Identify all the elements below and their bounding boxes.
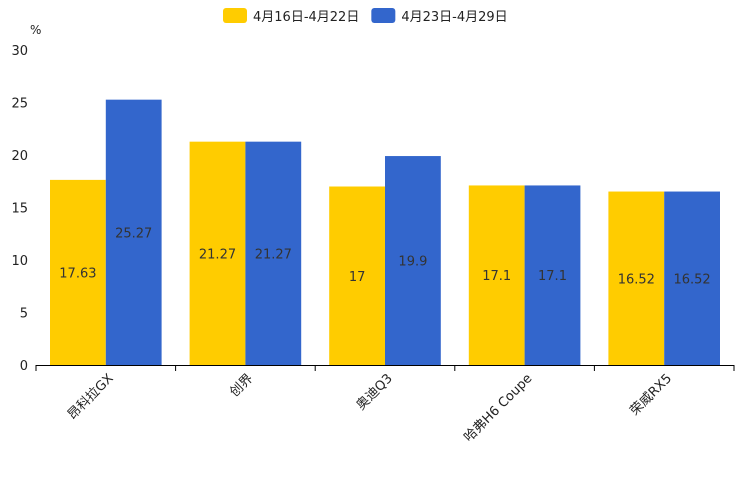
bar [385,156,441,365]
bar [524,185,581,365]
data-label: 21.27 [199,247,236,262]
x-tick-label: 昂科拉GX [65,371,117,423]
bar [468,185,525,365]
y-tick-label: 10 [11,254,28,269]
data-label: 25.27 [115,226,152,241]
data-label: 17.1 [482,269,511,284]
bar [329,186,385,365]
legend-label: 4月16日-4月22日 [253,10,359,25]
x-tick-label: 哈弗H6 Coupe [461,371,535,445]
y-tick-label: 30 [11,44,28,59]
bar [608,191,665,365]
x-tick-label: 创界 [227,371,256,400]
y-tick-label: 0 [20,359,28,374]
y-tick-label: 15 [11,202,28,217]
legend-swatch [371,8,396,23]
bar [189,141,246,365]
bar [664,191,720,365]
y-tick-label: 20 [11,149,28,164]
data-label: 17 [349,270,366,285]
bar [50,179,106,365]
data-label: 17.1 [538,269,567,284]
data-label: 21.27 [255,247,292,262]
data-label: 17.63 [59,266,96,281]
legend-swatch [223,8,247,23]
data-label: 19.9 [398,255,427,270]
data-label: 16.52 [618,272,655,287]
bar [105,99,162,365]
y-tick-label: 5 [20,307,28,322]
legend-label: 4月23日-4月29日 [401,10,507,25]
y-tick-label: 25 [11,97,28,112]
data-label: 16.52 [673,272,710,287]
y-axis-unit: % [30,23,41,37]
bar [245,141,302,365]
x-tick-label: 荣威RX5 [627,371,675,419]
x-tick-label: 奥迪Q3 [354,371,396,413]
